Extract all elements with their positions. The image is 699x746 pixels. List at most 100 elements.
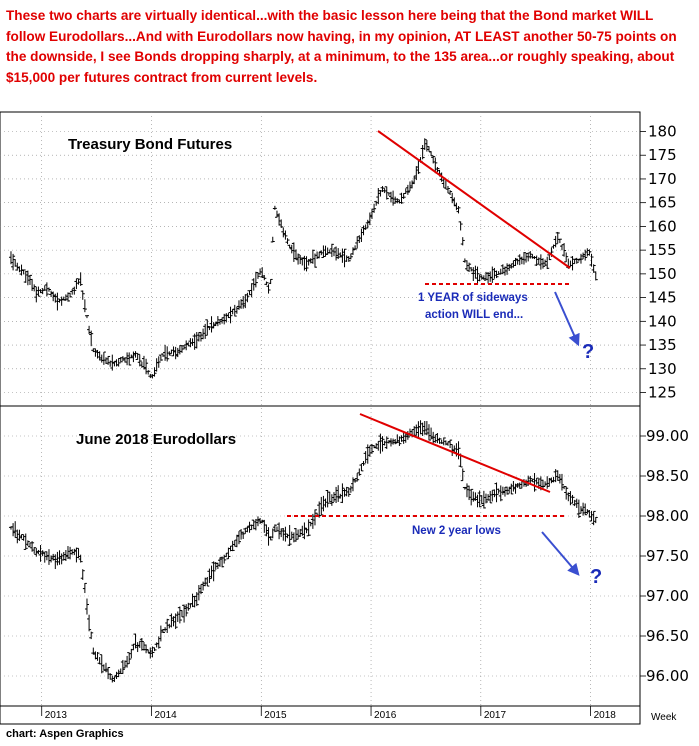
eurodollar-price-bar	[84, 598, 89, 615]
eurodollar-price-bar	[156, 636, 161, 649]
bond-price-bar	[21, 269, 26, 275]
bond-price-bar	[494, 270, 499, 279]
bond-y-tick-label: 125	[648, 384, 677, 402]
eurodollar-chart-title: June 2018 Eurodollars	[76, 431, 236, 448]
x-ticks: 2013 2014 2015 2016 2017 2018	[41, 706, 616, 721]
bond-y-tick-label: 170	[648, 170, 677, 188]
eurodollar-price-bar	[564, 486, 569, 500]
bond-price-bar	[475, 266, 480, 285]
eurodollar-price-bar	[477, 490, 482, 508]
bond-price-bar	[380, 186, 385, 193]
eurodollar-price-bar	[441, 437, 446, 446]
eurodollar-price-bar	[30, 541, 35, 552]
grid-layer	[0, 112, 640, 706]
eurodollar-price-bar	[355, 473, 360, 482]
bond-price-bar	[74, 278, 79, 290]
eurodollar-price-bar	[160, 629, 165, 634]
bond-price-bar	[272, 205, 277, 210]
bond-price-bar	[80, 290, 85, 300]
eurodollar-price-bar	[319, 496, 324, 516]
eurodollar-price-bar	[306, 519, 311, 537]
bond-price-bar	[146, 370, 151, 375]
bond-price-bar	[270, 236, 275, 243]
eurodollar-price-bar	[488, 490, 493, 504]
bond-price-bar	[101, 351, 106, 365]
bond-price-bar	[165, 346, 170, 362]
bond-downtrend-line	[377, 130, 571, 269]
bond-price-bar	[144, 358, 149, 375]
bond-price-bar	[285, 238, 290, 245]
bond-price-bar	[593, 271, 598, 281]
eurodollar-price-bar	[397, 436, 402, 446]
bond-price-bar	[477, 274, 482, 282]
bond-price-bar	[467, 262, 472, 273]
bond-price-bar	[553, 235, 558, 248]
bond-price-bar	[279, 219, 284, 228]
bond-down-arrow	[554, 291, 580, 347]
bond-price-bar	[137, 354, 142, 367]
eurodollar-price-bar	[127, 652, 132, 665]
bond-price-bar	[266, 284, 271, 294]
bond-price-bar	[329, 243, 334, 258]
bond-price-bar	[255, 272, 260, 279]
eurodollar-price-bar	[186, 602, 191, 611]
eurodollar-down-arrow	[541, 531, 580, 576]
bond-price-bar	[268, 278, 273, 285]
bond-price-bar	[545, 256, 550, 269]
bond-price-bar	[557, 238, 562, 244]
bond-price-bar	[232, 304, 237, 317]
bond-price-bar	[283, 230, 288, 240]
eurodollar-price-bar	[346, 487, 351, 497]
bond-price-bar	[348, 253, 353, 260]
eurodollar-price-bar	[220, 556, 225, 568]
eurodollar-price-bar	[460, 468, 465, 482]
eurodollar-price-bar	[325, 489, 330, 508]
bond-y-tick-label: 145	[648, 289, 677, 307]
eurodollar-price-bar	[380, 436, 385, 452]
bond-chart-title: Treasury Bond Futures	[68, 136, 232, 153]
bond-price-bar	[445, 185, 450, 194]
bond-price-bar	[587, 249, 592, 256]
bond-y-tick-label: 165	[648, 194, 677, 212]
eurodollar-price-bar	[165, 618, 170, 633]
eurodollar-price-bar	[329, 494, 334, 506]
eurodollar-price-bar	[359, 463, 364, 472]
bond-price-bar	[448, 190, 453, 196]
eurodollar-price-bar	[498, 485, 503, 502]
bond-price-bar	[372, 203, 377, 213]
bond-price-bar	[152, 367, 157, 377]
bond-price-bar	[422, 138, 427, 150]
eurodollar-price-bar	[583, 503, 588, 516]
eurodollar-price-bar	[317, 501, 322, 518]
bond-price-bar	[264, 281, 269, 286]
eurodollar-price-bar	[287, 525, 292, 546]
bond-price-bar	[296, 253, 301, 265]
eurodollar-price-bar	[591, 510, 596, 526]
eurodollar-price-bar	[184, 604, 189, 617]
bond-price-bar	[36, 286, 41, 297]
bond-price-bar	[312, 253, 317, 268]
eurodollar-annotation: New 2 year lows	[412, 525, 501, 537]
bond-price-bar	[116, 358, 121, 367]
eurodollar-price-bar	[80, 569, 85, 580]
eurodollar-y-tick-label: 98.00	[646, 507, 689, 525]
bond-price-bar	[106, 355, 111, 365]
bond-price-bar	[46, 287, 51, 292]
bond-y-tick-label: 140	[648, 312, 677, 330]
eurodollar-price-bar	[198, 584, 203, 595]
plot-frame	[0, 111, 641, 725]
eurodollar-price-bar	[361, 461, 366, 466]
bond-price-bar	[158, 354, 163, 361]
eurodollar-price-bar	[570, 494, 575, 504]
eurodollar-price-bar	[226, 547, 231, 560]
eurodollar-price-bar	[87, 614, 92, 632]
eurodollar-price-bar	[139, 637, 144, 651]
bond-price-bar	[262, 275, 267, 281]
bond-price-bar	[353, 245, 358, 251]
bond-price-bar	[433, 157, 438, 174]
bond-price-bar	[32, 284, 37, 292]
eurodollar-y-tick-label: 96.00	[646, 667, 689, 685]
eurodollar-price-bar	[173, 613, 178, 630]
bond-price-bar	[167, 351, 172, 356]
eurodollar-price-bar	[532, 473, 537, 492]
